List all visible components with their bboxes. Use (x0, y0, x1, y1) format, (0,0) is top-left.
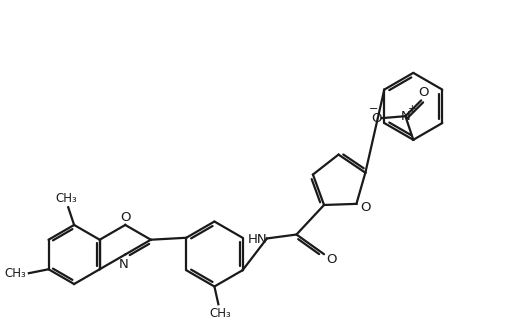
Text: −: − (369, 104, 378, 114)
Text: N: N (118, 258, 128, 271)
Text: +: + (408, 104, 417, 114)
Text: O: O (418, 86, 429, 99)
Text: N: N (400, 110, 410, 123)
Text: CH₃: CH₃ (55, 192, 77, 205)
Text: HN: HN (247, 233, 267, 246)
Text: CH₃: CH₃ (4, 267, 26, 280)
Text: O: O (120, 211, 131, 224)
Text: O: O (372, 112, 382, 124)
Text: CH₃: CH₃ (209, 307, 231, 320)
Text: O: O (327, 252, 337, 266)
Text: O: O (360, 201, 371, 214)
